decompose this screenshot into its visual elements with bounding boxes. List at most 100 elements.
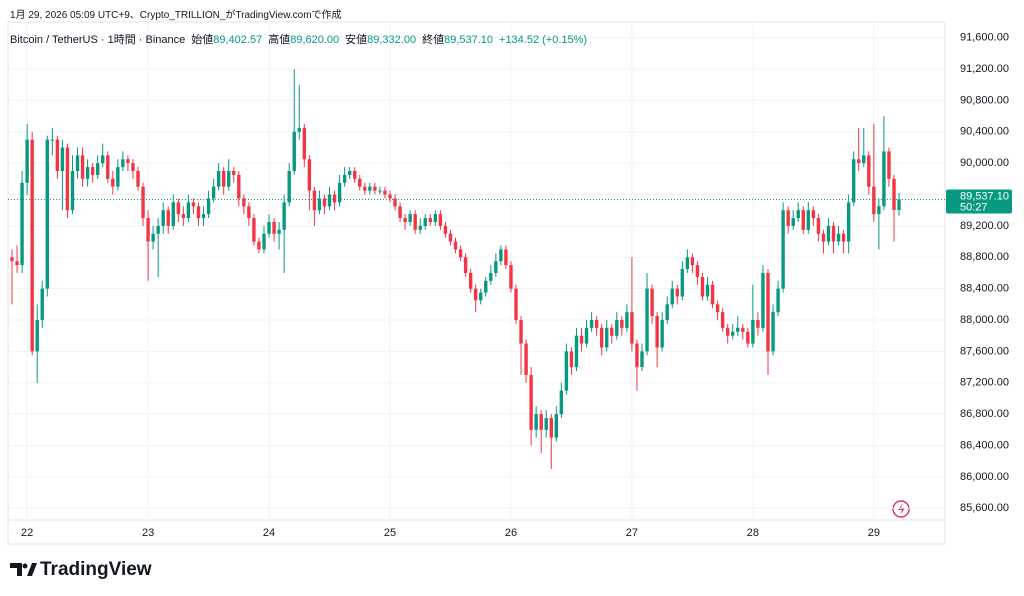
candle-body <box>237 174 241 199</box>
candle-body <box>569 351 574 368</box>
y-tick-label: 85,600.00 <box>960 502 1009 514</box>
candle-body <box>25 139 29 183</box>
candle-body <box>221 171 226 187</box>
candle-body <box>106 155 110 179</box>
candle-body <box>232 171 236 175</box>
caption: 1月 29, 2026 05:09 UTC+9、Crypto_TRILLION_… <box>10 10 342 21</box>
candle-body <box>191 202 196 207</box>
candle-body <box>620 320 624 328</box>
candle-body <box>40 288 44 321</box>
candle-body <box>378 190 382 192</box>
candle-body <box>247 206 251 219</box>
candle-body <box>10 257 14 262</box>
candle-body <box>317 198 322 211</box>
candle-body <box>373 186 377 191</box>
candle-body <box>30 139 34 352</box>
y-tick-label: 88,400.00 <box>960 283 1009 295</box>
last-price-label: 89,537.10 <box>960 190 1009 202</box>
candle-body <box>615 320 619 336</box>
candle-body <box>554 414 559 438</box>
candle-body <box>101 155 105 164</box>
candle-body <box>156 225 160 234</box>
candle-body <box>75 155 80 172</box>
candle-body <box>640 351 644 368</box>
candle-body <box>725 327 730 336</box>
candle-body <box>206 198 211 215</box>
candle-body <box>489 272 493 281</box>
ohlc-value: 89,402.57 <box>213 34 263 46</box>
candle-body <box>413 214 417 230</box>
y-tick-label: 87,200.00 <box>960 377 1009 389</box>
x-tick-label: 22 <box>21 527 33 539</box>
candle-body <box>605 327 609 348</box>
candle-body <box>171 202 175 226</box>
candle-body <box>857 159 861 164</box>
candle-body <box>327 194 332 207</box>
candle-body <box>423 218 427 226</box>
candle-body <box>448 233 453 242</box>
candle-body <box>892 178 896 211</box>
candle-body <box>262 233 266 250</box>
candle-body <box>80 155 85 179</box>
y-tick-label: 89,200.00 <box>960 220 1009 232</box>
candle-body <box>161 210 165 226</box>
candle-body <box>751 320 755 344</box>
candle-body <box>690 257 695 266</box>
candle-body <box>166 210 170 226</box>
candle-body <box>791 218 795 226</box>
candle-body <box>398 206 402 219</box>
candle-body <box>741 327 745 332</box>
candle-body <box>55 139 60 172</box>
countdown: 50:27 <box>960 201 988 213</box>
candle-body <box>216 171 221 187</box>
y-tick-label: 88,000.00 <box>960 314 1009 326</box>
x-tick-label: 23 <box>142 527 154 539</box>
candle-body <box>116 167 120 187</box>
candle-body <box>45 139 49 289</box>
candle-body <box>781 210 785 289</box>
candle-body <box>549 418 553 438</box>
candle-body <box>529 374 533 430</box>
candle-body <box>342 174 347 183</box>
candle-body <box>277 229 281 234</box>
candle-body <box>660 320 664 348</box>
candle-body <box>312 190 317 211</box>
candle-body <box>801 210 805 230</box>
candle-body <box>433 214 438 222</box>
candle-body <box>821 233 826 242</box>
candle-body <box>479 292 483 301</box>
symbol-title: Bitcoin / TetherUS · 1時間 · Binance <box>10 34 186 46</box>
candle-body <box>897 199 901 211</box>
candle-body <box>771 312 775 352</box>
candle-body <box>867 155 871 187</box>
candle-body <box>670 288 674 305</box>
candle-body <box>347 171 352 175</box>
candle-body <box>50 139 55 141</box>
y-tick-label: 90,800.00 <box>960 94 1009 106</box>
candle-body <box>267 221 271 234</box>
ohlc-value: 89,537.10 <box>444 34 494 46</box>
candle-body <box>136 171 140 187</box>
candle-body <box>403 218 407 222</box>
candle-body <box>630 312 634 344</box>
candle-body <box>186 202 191 219</box>
candle-body <box>70 171 75 211</box>
candle-body <box>584 327 589 344</box>
candle-body <box>282 202 286 230</box>
candle-body <box>826 225 831 242</box>
candle-body <box>176 202 181 215</box>
brand-logo <box>10 563 37 576</box>
candle-body <box>731 331 735 336</box>
candle-body <box>418 225 422 230</box>
change: +134.52 (+0.15%) <box>499 34 588 46</box>
x-tick-label: 28 <box>747 527 759 539</box>
candle-body <box>715 304 720 313</box>
y-tick-label: 86,000.00 <box>960 471 1009 483</box>
candle-body <box>625 312 629 328</box>
x-tick-label: 29 <box>868 527 880 539</box>
candle-body <box>710 284 715 305</box>
y-tick-label: 86,800.00 <box>960 408 1009 420</box>
candle-body <box>463 257 468 273</box>
ohlc-value: 89,620.00 <box>290 34 340 46</box>
